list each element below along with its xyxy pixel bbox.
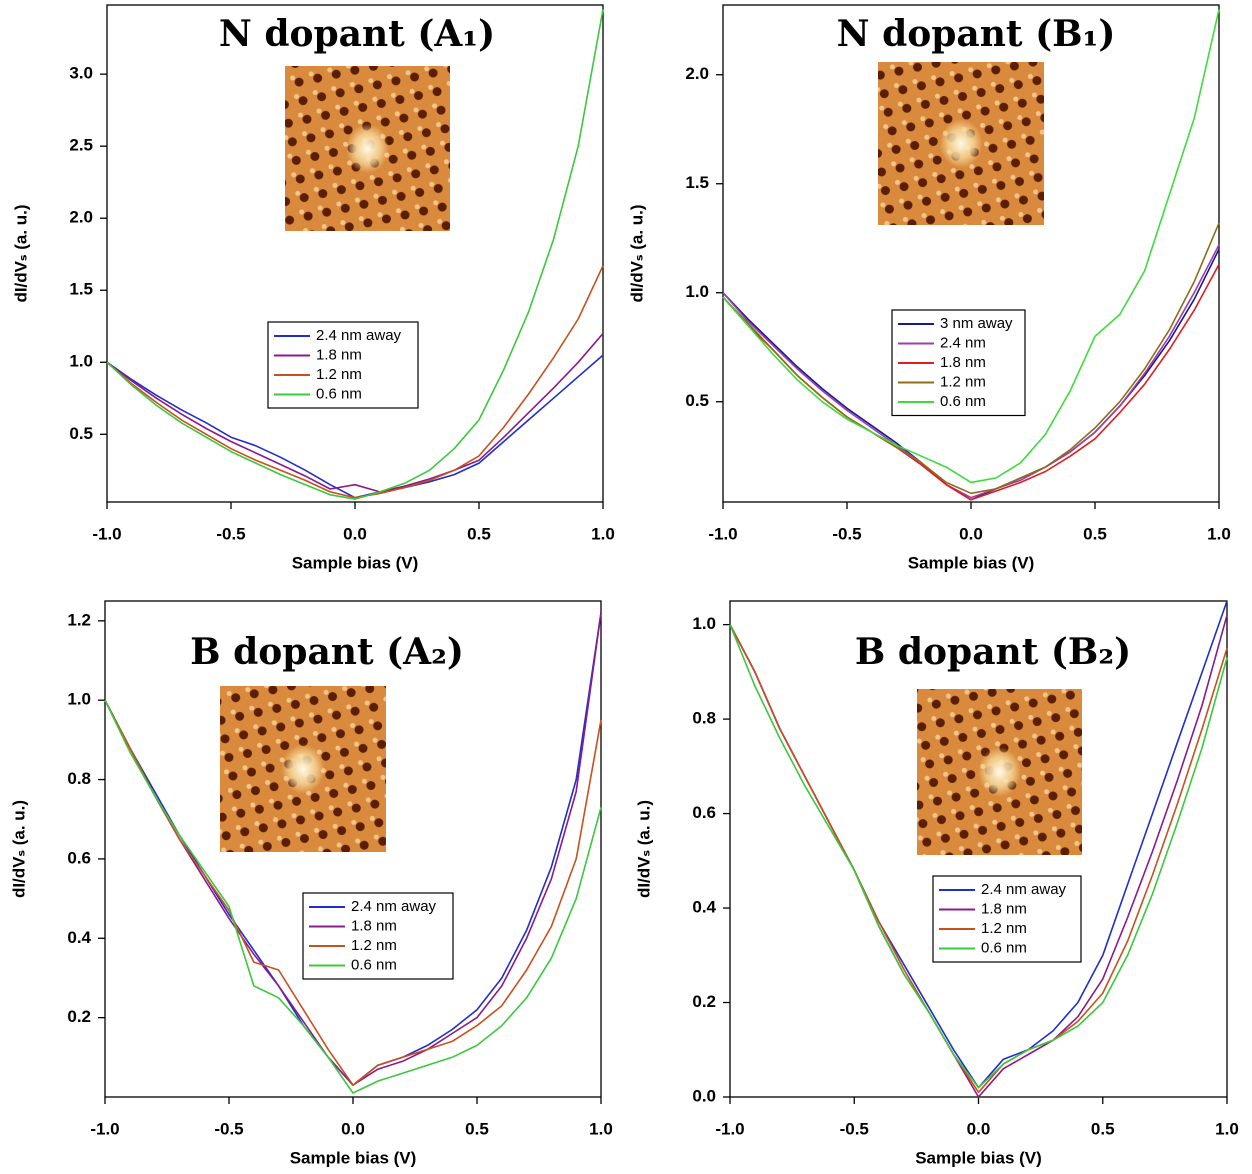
chart-title: B dopant (B₂): [855, 631, 1131, 673]
x-tick-label: -0.5: [216, 524, 245, 543]
stm-dopant-spot: [281, 744, 324, 794]
x-tick-label: -1.0: [92, 524, 121, 543]
x-axis-label: Sample bias (V): [908, 553, 1035, 572]
x-tick-label: 0.0: [959, 524, 983, 543]
legend-label: 0.6 nm: [351, 956, 397, 973]
legend-label: 2.4 nm away: [981, 881, 1067, 898]
y-tick-label: 0.0: [692, 1086, 716, 1105]
x-tick-label: -0.5: [832, 524, 861, 543]
legend-label: 1.8 nm: [981, 900, 1027, 917]
x-axis-label: Sample bias (V): [290, 1148, 417, 1167]
y-tick-label: 0.2: [67, 1007, 91, 1026]
y-tick-label: 0.6: [692, 803, 716, 822]
y-tick-label: 2.0: [685, 64, 709, 83]
x-tick-label: 1.0: [1207, 524, 1231, 543]
y-tick-label: 1.0: [69, 352, 93, 371]
y-tick-label: 1.0: [685, 282, 709, 301]
x-tick-label: 0.5: [465, 1119, 489, 1138]
legend-label: 1.2 nm: [940, 373, 986, 390]
legend-label: 1.2 nm: [981, 920, 1027, 937]
legend-label: 2.4 nm away: [351, 898, 437, 915]
x-tick-label: -1.0: [90, 1119, 119, 1138]
x-tick-label: 0.5: [1091, 1119, 1115, 1138]
x-tick-label: 0.5: [467, 524, 491, 543]
x-tick-label: -0.5: [214, 1119, 243, 1138]
x-axis-label: Sample bias (V): [915, 1148, 1042, 1167]
legend-label: 1.2 nm: [316, 366, 362, 383]
y-tick-label: 0.8: [67, 769, 91, 788]
legend-label: 1.8 nm: [316, 346, 362, 363]
stm-dopant-spot: [346, 124, 389, 174]
x-tick-label: 0.5: [1083, 524, 1107, 543]
x-tick-label: 1.0: [589, 1119, 613, 1138]
x-tick-label: 1.0: [1215, 1119, 1239, 1138]
y-axis-label: dI/dVₛ (a. u.): [627, 204, 646, 302]
x-tick-label: -1.0: [708, 524, 737, 543]
x-tick-label: 0.0: [341, 1119, 365, 1138]
x-tick-label: 1.0: [591, 524, 615, 543]
stm-dopant-spot: [939, 119, 982, 168]
y-tick-label: 3.0: [69, 64, 93, 83]
y-tick-label: 2.5: [69, 136, 93, 155]
chart-title: N dopant (B₁): [837, 13, 1116, 55]
x-tick-label: -0.5: [840, 1119, 869, 1138]
y-tick-label: 1.2: [67, 610, 91, 629]
y-axis-label: dI/dVₛ (a. u.): [634, 800, 653, 898]
y-tick-label: 1.5: [69, 280, 93, 299]
y-tick-label: 0.8: [692, 709, 716, 728]
legend-label: 1.8 nm: [351, 917, 397, 934]
stm-dopant-spot: [978, 747, 1021, 797]
legend-label: 1.2 nm: [351, 937, 397, 954]
x-tick-label: 0.0: [967, 1119, 991, 1138]
x-tick-label: -1.0: [715, 1119, 744, 1138]
y-tick-label: 1.5: [685, 173, 709, 192]
legend-label: 1.8 nm: [940, 354, 986, 371]
figure: 0.5 1.0 1.5 2.0 2.5 3.0 -1.0 -0.5 0.0 0.5 1.0 Sampl…: [0, 0, 1252, 1174]
legend-label: 2.4 nm away: [316, 327, 402, 344]
data-line: [730, 615, 1227, 1097]
y-tick-label: 1.0: [67, 690, 91, 709]
y-tick-label: 2.0: [69, 208, 93, 227]
legend-label: 3 nm away: [940, 315, 1013, 332]
y-tick-label: 0.2: [692, 992, 716, 1011]
y-tick-label: 0.4: [692, 898, 716, 917]
legend-label: 0.6 nm: [981, 939, 1027, 956]
legend-label: 0.6 nm: [940, 393, 986, 410]
y-axis-label: dI/dVₛ (a. u.): [9, 800, 28, 898]
y-tick-label: 0.5: [69, 424, 93, 443]
y-tick-label: 0.4: [67, 928, 91, 947]
legend-label: 2.4 nm: [940, 334, 986, 351]
x-tick-label: 0.0: [343, 524, 367, 543]
y-tick-label: 1.0: [692, 614, 716, 633]
y-tick-label: 0.6: [67, 848, 91, 867]
y-axis-label: dI/dVₛ (a. u.): [11, 204, 30, 302]
chart-title: B dopant (A₂): [190, 631, 464, 673]
legend-label: 0.6 nm: [316, 385, 362, 402]
chart-title: N dopant (A₁): [219, 13, 495, 55]
y-tick-label: 0.5: [685, 391, 709, 410]
x-axis-label: Sample bias (V): [292, 553, 419, 572]
